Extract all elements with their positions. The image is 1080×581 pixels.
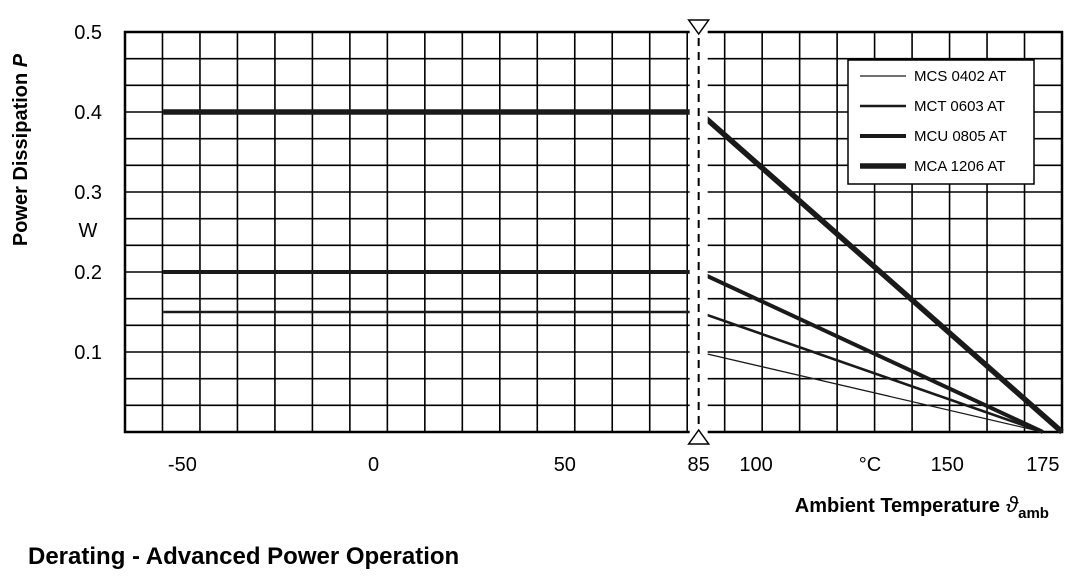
y-axis-label: Power Dissipation P [10, 53, 32, 246]
figure-caption: Derating - Advanced Power Operation [28, 543, 460, 570]
x-axis-label: Ambient Temperature [795, 495, 1000, 517]
y-axis-unit: W [79, 220, 98, 242]
legend-label: MCS 0402 AT [914, 68, 1006, 85]
reference-line-backdrop [689, 18, 708, 446]
x-tick-label: 150 [931, 454, 964, 476]
reference-line [687, 18, 711, 446]
series-line-1 [698, 351, 1044, 433]
legend: MCS 0402 AT MCT 0603 AT MCU 0805 AT MCA 120… [847, 59, 1035, 185]
y-tick-label: 0.5 [74, 22, 102, 44]
y-tick-label: 0.3 [74, 182, 102, 204]
y-tick-label: 0.2 [74, 262, 102, 284]
x-tick-label: 100 [739, 454, 772, 476]
y-tick-label: 0.1 [74, 342, 102, 364]
tick-labels: -50 0 50 85 100 150 175 0.1 0.2 0.3 0.4 0.5 [74, 22, 1059, 476]
legend-label: MCA 1206 AT [914, 158, 1005, 175]
x-axis-symbol: ϑamb [1006, 492, 1049, 522]
x-tick-label: 0 [368, 454, 379, 476]
x-tick-label: 50 [554, 454, 576, 476]
marker-triangle-top [687, 19, 711, 36]
x-axis-unit: °C [859, 454, 881, 476]
marker-triangle-bottom [687, 428, 711, 445]
plot-frame [123, 30, 1064, 434]
x-tick-label: 85 [688, 454, 710, 476]
x-tick-label: -50 [168, 454, 197, 476]
y-tick-label: 0.4 [74, 102, 102, 124]
x-tick-label: 175 [1026, 454, 1059, 476]
legend-label: MCU 0805 AT [914, 128, 1007, 145]
legend-label: MCT 0603 AT [914, 98, 1005, 115]
